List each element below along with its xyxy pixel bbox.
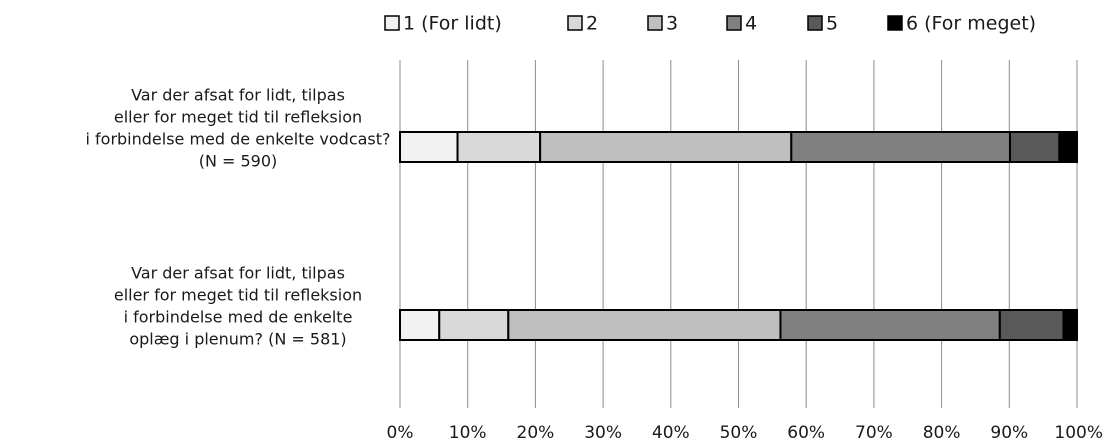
bar-segment-1-row-2: [399, 309, 441, 341]
x-tick-label: 80%: [923, 423, 961, 443]
legend-label-3: 3: [666, 13, 678, 35]
category-label-line: Var der afsat for lidt, tilpas: [131, 86, 345, 105]
bars: [399, 131, 1078, 341]
legend-swatch-1: [384, 15, 400, 31]
x-tick-label: 10%: [449, 423, 487, 443]
x-tick-label: 30%: [584, 423, 622, 443]
legend-label-5: 5: [826, 13, 838, 35]
legend-label-4: 4: [745, 13, 757, 35]
bar-segment-2-row-2: [438, 309, 510, 341]
legend-swatch-2: [567, 15, 583, 31]
legend-label-2: 2: [586, 13, 598, 35]
bar-segment-3-row-1: [539, 131, 793, 163]
bar-segment-6-row-1: [1058, 131, 1078, 163]
x-tick-label: 0%: [387, 423, 414, 443]
x-tick-label: 100%: [1054, 423, 1103, 443]
legend: 1 (For lidt) 2 3 4 5 6 (For meget): [384, 13, 1036, 35]
bar-segment-1-row-1: [399, 131, 459, 163]
x-tick-label: 40%: [652, 423, 690, 443]
category-label-line: i forbindelse med de enkelte vodcast?: [85, 130, 390, 149]
category-label-line: eller for meget tid til refleksion: [114, 108, 362, 127]
bar-segment-6-row-2: [1062, 309, 1078, 341]
bar-segment-4-row-2: [779, 309, 1001, 341]
category-label-line: (N = 590): [199, 152, 278, 171]
category-label-line: i forbindelse med de enkelte: [124, 308, 353, 327]
legend-swatch-3: [647, 15, 663, 31]
category-label-line: Var der afsat for lidt, tilpas: [131, 264, 345, 283]
legend-label-1: 1 (For lidt): [403, 13, 502, 35]
legend-swatch-6: [887, 15, 903, 31]
bar-segment-5-row-2: [998, 309, 1065, 341]
category-label-1: Var der afsat for lidt, tilpas eller for …: [85, 86, 390, 171]
bar-segment-2-row-1: [456, 131, 542, 163]
legend-label-6: 6 (For meget): [906, 13, 1036, 35]
x-tick-label: 20%: [517, 423, 555, 443]
bar-segment-5-row-1: [1008, 131, 1061, 163]
x-tick-label: 90%: [990, 423, 1028, 443]
x-tick-label: 60%: [787, 423, 825, 443]
category-label-line: eller for meget tid til refleksion: [114, 286, 362, 305]
legend-swatch-4: [726, 15, 742, 31]
category-label-line: oplæg i plenum? (N = 581): [129, 330, 346, 349]
x-tick-label: 50%: [720, 423, 758, 443]
gridlines: [399, 60, 1078, 408]
x-axis-ticks: 0% 10% 20% 30% 40% 50% 60% 70% 80% 90% 100%: [387, 423, 1103, 443]
category-labels: Var der afsat for lidt, tilpas eller for …: [85, 86, 390, 349]
bar-segment-4-row-1: [790, 131, 1011, 163]
x-tick-label: 70%: [855, 423, 893, 443]
bar-segment-3-row-2: [507, 309, 782, 341]
category-label-2: Var der afsat for lidt, tilpas eller for …: [114, 264, 362, 349]
legend-swatch-5: [807, 15, 823, 31]
